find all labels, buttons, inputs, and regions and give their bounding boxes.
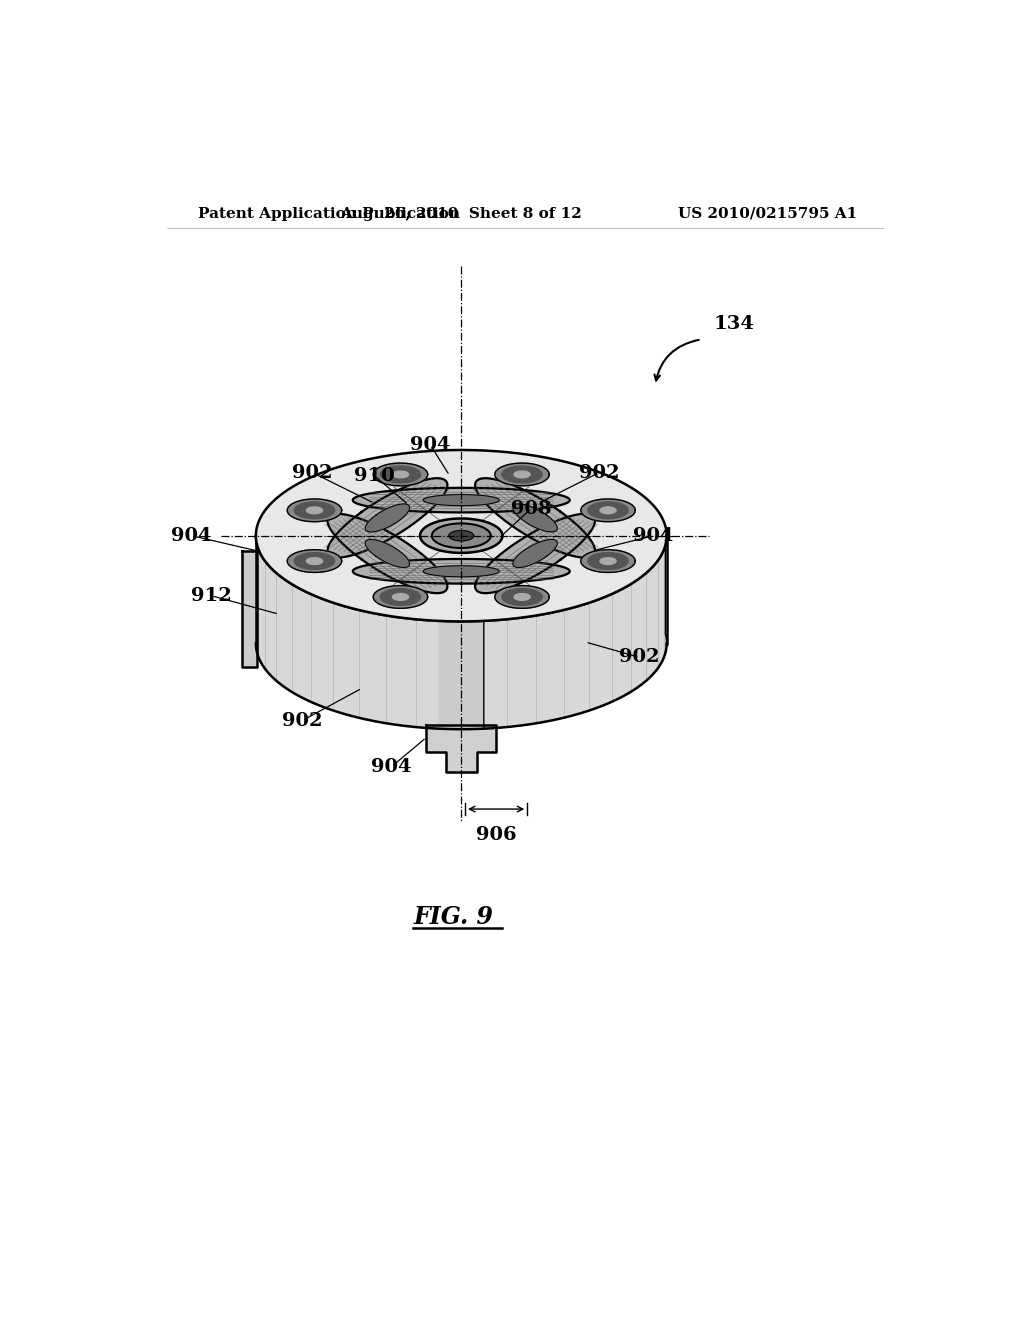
Polygon shape xyxy=(514,594,530,601)
Text: 904: 904 xyxy=(633,527,674,545)
Polygon shape xyxy=(438,450,483,558)
Polygon shape xyxy=(420,519,503,553)
Polygon shape xyxy=(666,527,667,653)
Polygon shape xyxy=(374,463,428,486)
Polygon shape xyxy=(600,507,616,513)
Polygon shape xyxy=(423,566,500,577)
Polygon shape xyxy=(432,524,490,548)
Polygon shape xyxy=(513,504,557,532)
Polygon shape xyxy=(495,586,549,609)
Polygon shape xyxy=(328,513,447,593)
Polygon shape xyxy=(256,536,667,729)
Polygon shape xyxy=(475,513,595,593)
Polygon shape xyxy=(514,471,530,478)
Text: 912: 912 xyxy=(191,587,232,605)
Polygon shape xyxy=(588,553,628,569)
Polygon shape xyxy=(495,463,549,486)
Polygon shape xyxy=(242,552,257,667)
Polygon shape xyxy=(502,466,542,483)
Polygon shape xyxy=(426,726,496,772)
Polygon shape xyxy=(581,549,635,573)
Polygon shape xyxy=(294,553,335,569)
Text: 908: 908 xyxy=(511,500,551,517)
Text: 134: 134 xyxy=(713,315,754,333)
Text: 902: 902 xyxy=(283,711,323,730)
Text: Patent Application Publication: Patent Application Publication xyxy=(198,207,460,220)
Text: 904: 904 xyxy=(171,527,212,545)
Polygon shape xyxy=(475,478,595,557)
Polygon shape xyxy=(328,478,447,557)
Polygon shape xyxy=(380,589,421,606)
Text: 902: 902 xyxy=(620,648,659,667)
Polygon shape xyxy=(513,540,557,568)
Text: FIG. 9: FIG. 9 xyxy=(414,904,494,929)
Text: 906: 906 xyxy=(476,826,516,843)
Polygon shape xyxy=(392,471,409,478)
Text: 904: 904 xyxy=(372,758,412,776)
Polygon shape xyxy=(306,507,323,513)
Polygon shape xyxy=(438,620,483,729)
Text: US 2010/0215795 A1: US 2010/0215795 A1 xyxy=(678,207,857,220)
Polygon shape xyxy=(256,450,667,622)
Polygon shape xyxy=(581,499,635,521)
Polygon shape xyxy=(600,558,616,565)
Polygon shape xyxy=(502,589,542,606)
Polygon shape xyxy=(423,495,500,506)
Polygon shape xyxy=(352,558,569,583)
Polygon shape xyxy=(392,594,409,601)
Polygon shape xyxy=(288,549,342,573)
Polygon shape xyxy=(380,466,421,483)
Text: 902: 902 xyxy=(292,463,333,482)
Polygon shape xyxy=(366,540,410,568)
Polygon shape xyxy=(352,488,569,512)
Polygon shape xyxy=(294,502,335,519)
Polygon shape xyxy=(288,499,342,521)
Polygon shape xyxy=(588,502,628,519)
Polygon shape xyxy=(449,531,474,541)
Text: 904: 904 xyxy=(410,436,451,454)
Text: 902: 902 xyxy=(579,463,620,482)
Polygon shape xyxy=(366,504,410,532)
Polygon shape xyxy=(374,586,428,609)
Polygon shape xyxy=(306,558,323,565)
Text: Aug. 26, 2010  Sheet 8 of 12: Aug. 26, 2010 Sheet 8 of 12 xyxy=(340,207,582,220)
Text: 910: 910 xyxy=(354,467,395,484)
